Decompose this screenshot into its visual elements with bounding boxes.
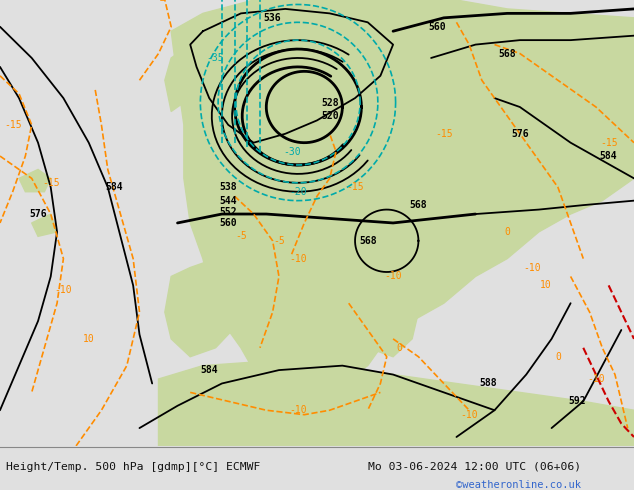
Text: -35: -35: [207, 53, 224, 63]
Text: 538: 538: [219, 182, 237, 192]
Text: Height/Temp. 500 hPa [gdmp][°C] ECMWF: Height/Temp. 500 hPa [gdmp][°C] ECMWF: [6, 462, 261, 472]
Text: -15: -15: [346, 182, 364, 192]
Polygon shape: [222, 0, 431, 58]
Text: -15: -15: [435, 129, 453, 139]
Text: -15: -15: [42, 178, 60, 188]
Text: -5: -5: [273, 236, 285, 246]
Text: 568: 568: [359, 236, 377, 246]
Text: 544: 544: [219, 196, 237, 206]
Text: 536: 536: [264, 13, 281, 23]
Text: 0: 0: [504, 227, 510, 237]
Text: 520: 520: [321, 111, 339, 121]
Polygon shape: [355, 303, 418, 357]
Polygon shape: [32, 214, 57, 236]
Text: -15: -15: [600, 138, 618, 147]
Polygon shape: [165, 254, 254, 357]
Text: -10: -10: [55, 285, 72, 295]
Polygon shape: [19, 170, 51, 192]
Text: 592: 592: [568, 396, 586, 406]
Text: -10: -10: [289, 254, 307, 264]
Text: -10: -10: [460, 410, 478, 420]
Text: -5: -5: [235, 231, 247, 242]
Text: 584: 584: [105, 182, 123, 192]
Text: -20: -20: [289, 187, 307, 197]
Text: -10: -10: [524, 263, 541, 272]
Text: -10: -10: [587, 374, 605, 384]
Text: 10: 10: [540, 280, 551, 291]
Text: 560: 560: [219, 218, 237, 228]
Text: 576: 576: [511, 129, 529, 139]
Text: 568: 568: [498, 49, 516, 58]
Text: 10: 10: [83, 334, 94, 344]
Text: 528: 528: [321, 98, 339, 108]
Text: 584: 584: [200, 365, 218, 375]
Text: -10: -10: [289, 405, 307, 415]
Polygon shape: [158, 361, 634, 446]
Polygon shape: [317, 276, 355, 348]
Text: 0: 0: [555, 352, 561, 362]
Text: ©weatheronline.co.uk: ©weatheronline.co.uk: [456, 480, 581, 490]
Polygon shape: [165, 45, 209, 112]
Text: -15: -15: [4, 120, 22, 130]
Polygon shape: [171, 0, 634, 410]
Text: 552: 552: [219, 207, 237, 217]
Text: 568: 568: [410, 200, 427, 210]
Text: 584: 584: [600, 151, 618, 161]
Text: 588: 588: [479, 378, 497, 389]
Text: -30: -30: [283, 147, 301, 157]
Text: -10: -10: [384, 271, 402, 281]
Text: 576: 576: [29, 209, 47, 219]
Text: 560: 560: [429, 22, 446, 32]
Text: Mo 03-06-2024 12:00 UTC (06+06): Mo 03-06-2024 12:00 UTC (06+06): [368, 462, 581, 472]
Text: 0: 0: [396, 343, 403, 353]
